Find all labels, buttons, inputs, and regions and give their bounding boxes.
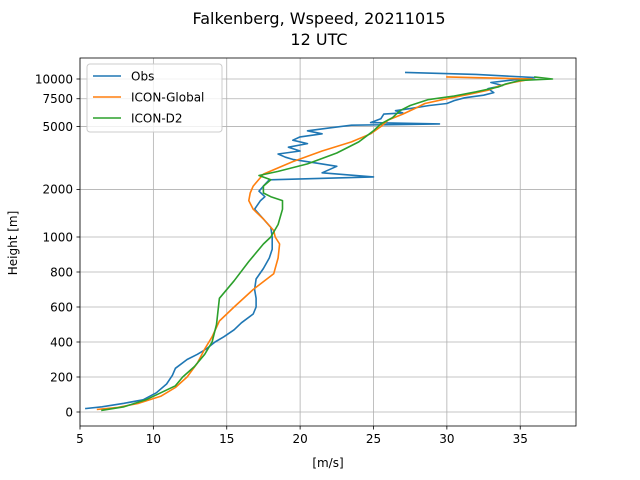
- y-tick-label: 800: [50, 265, 73, 279]
- y-tick-label: 1000: [42, 230, 73, 244]
- x-tick-label: 5: [76, 432, 84, 446]
- legend-entry-label: Obs: [131, 70, 154, 84]
- y-tick-label: 2000: [42, 183, 73, 197]
- chart-title: Falkenberg, Wspeed, 20211015: [192, 9, 445, 28]
- y-tick-label: 5000: [42, 120, 73, 134]
- grid-lines: [79, 58, 576, 426]
- series-lines: [85, 71, 554, 412]
- legend-entry-label: ICON-Global: [131, 91, 204, 105]
- x-tick-label: 15: [219, 432, 234, 446]
- x-tick-label: 10: [146, 432, 161, 446]
- series-line-obs: [85, 71, 536, 410]
- plot-frame: [79, 57, 577, 427]
- x-tick-label: 20: [292, 432, 307, 446]
- x-axis-label: [m/s]: [312, 456, 343, 470]
- x-tick-label: 25: [366, 432, 381, 446]
- y-axis-label: Height [m]: [6, 211, 20, 276]
- y-tick-label: 600: [50, 300, 73, 314]
- legend-entry-label: ICON-D2: [131, 112, 183, 126]
- series-line-icon-global: [96, 76, 533, 411]
- y-tick-label: 200: [50, 370, 73, 384]
- x-tick-label: 35: [513, 432, 528, 446]
- y-axis-ticks: 0 200 400 600 800 1000 2000 5000 7500 10000: [35, 72, 80, 419]
- chart-subtitle: 12 UTC: [290, 30, 347, 49]
- chart-legend: Obs ICON-Global ICON-D2: [86, 63, 223, 133]
- y-tick-label: 10000: [35, 72, 73, 86]
- y-tick-label: 7500: [42, 92, 73, 106]
- x-axis-ticks: 5 10 15 20 25 30 35: [76, 426, 528, 446]
- legend-box: [86, 63, 223, 133]
- x-tick-label: 30: [439, 432, 454, 446]
- y-tick-label: 0: [65, 405, 73, 419]
- series-line-icon-d2: [101, 76, 554, 412]
- y-tick-label: 400: [50, 335, 73, 349]
